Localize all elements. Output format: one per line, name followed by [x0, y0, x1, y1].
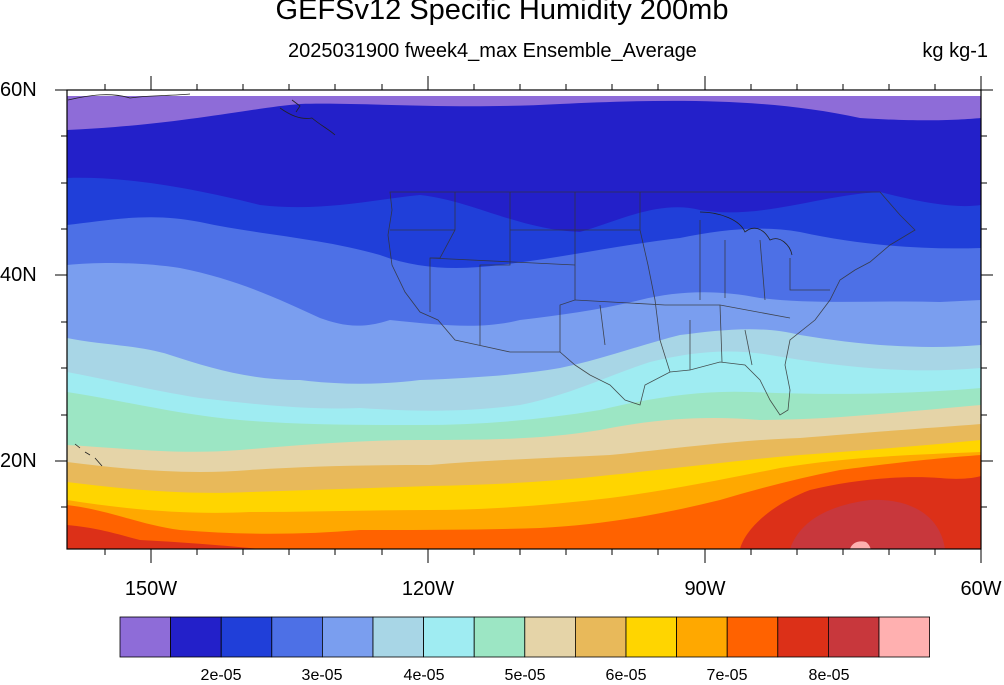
colorbar-swatch — [878, 616, 930, 658]
contour-band — [850, 541, 871, 549]
lon-label-120w: 120W — [401, 578, 455, 600]
colorbar-label: 7e-05 — [706, 667, 748, 684]
state-boundaries — [387, 191, 916, 416]
colorbar-swatch — [777, 616, 829, 658]
plot-frame — [66, 89, 982, 550]
colorbar-swatch — [372, 616, 424, 658]
units-label: kg kg-1 — [922, 40, 988, 62]
colorbar-swatch — [271, 616, 323, 658]
colorbar — [119, 616, 930, 658]
colorbar-label: 8e-05 — [808, 667, 850, 684]
colorbar-swatch — [828, 616, 880, 658]
colorbar-swatch — [676, 616, 728, 658]
colorbar-label: 6e-05 — [605, 667, 647, 684]
lon-label-90w: 90W — [684, 578, 726, 600]
lat-label-20n: 20N — [0, 450, 37, 472]
lon-label-150w: 150W — [124, 578, 178, 600]
colorbar-swatch — [423, 616, 475, 658]
coastline-features — [67, 93, 793, 467]
colorbar-label: 4e-05 — [403, 667, 445, 684]
contour-band — [67, 455, 981, 549]
colorbar-swatch — [524, 616, 576, 658]
humidity-field — [67, 90, 981, 549]
colorbar-swatch — [625, 616, 677, 658]
contour-band — [790, 499, 945, 549]
colorbar-swatch — [726, 616, 779, 658]
contour-band — [67, 525, 260, 549]
colorbar-swatch — [220, 616, 273, 658]
colorbar-label: 2e-05 — [200, 667, 242, 684]
colorbar-swatch — [119, 616, 171, 658]
colorbar-swatch — [170, 616, 222, 658]
lat-label-60n: 60N — [0, 79, 37, 101]
map-title: GEFSv12 Specific Humidity 200mb — [275, 0, 729, 26]
colorbar-label: 5e-05 — [504, 667, 546, 684]
lat-label-40n: 40N — [0, 264, 37, 286]
axis-ticks — [55, 76, 993, 563]
colorbar-swatch — [575, 616, 627, 658]
colorbar-swatch — [473, 616, 526, 658]
lon-label-60w: 60W — [960, 578, 1002, 600]
colorbar-label: 3e-05 — [301, 667, 343, 684]
colorbar-swatch — [321, 616, 374, 658]
map-subtitle: 2025031900 fweek4_max Ensemble_Average — [288, 40, 697, 62]
